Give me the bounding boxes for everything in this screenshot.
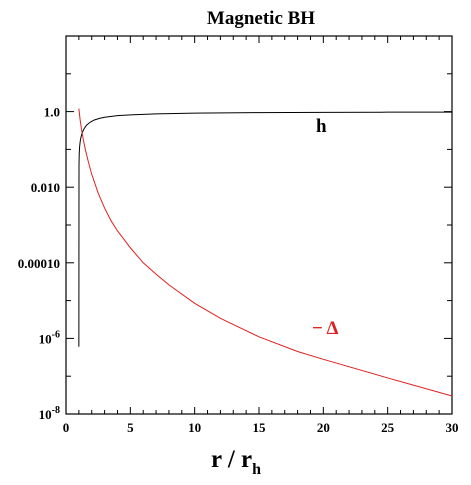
x-axis-label-main: r / r [211,446,252,473]
y-tick-label: 0.00010 [18,256,60,271]
series-label-delta: − Δ [312,318,339,339]
y-tick-label: 0.010 [31,180,60,195]
x-tick-label: 30 [446,420,459,435]
series-line-1 [78,108,453,397]
y-tick-label: 1.0 [44,105,60,120]
x-axis-label-sub: h [252,461,261,478]
plot-frame [65,35,453,415]
y-tick-labels: 1.0 0.010 0.00010 10-6 10-8 [18,105,60,422]
x-tick-label: 25 [381,420,395,435]
series-lines [78,108,453,397]
svg-text:r / rh: r / rh [211,446,261,478]
x-tick-label: 20 [317,420,330,435]
x-tick-label: 10 [188,420,201,435]
axes-ticks [65,35,453,415]
series-label-h: h [316,116,327,137]
x-tick-labels: 0 5 10 15 20 25 30 [63,420,459,435]
x-tick-label: 5 [127,420,134,435]
series-line-0 [78,111,453,347]
x-tick-label: 15 [253,420,267,435]
y-tick-label: 10-6 [39,329,60,346]
y-tick-label: 10-8 [39,405,60,422]
x-tick-label: 0 [63,420,70,435]
chart-title: Magnetic BH [207,8,315,29]
x-axis-label: r / rh [211,446,261,478]
